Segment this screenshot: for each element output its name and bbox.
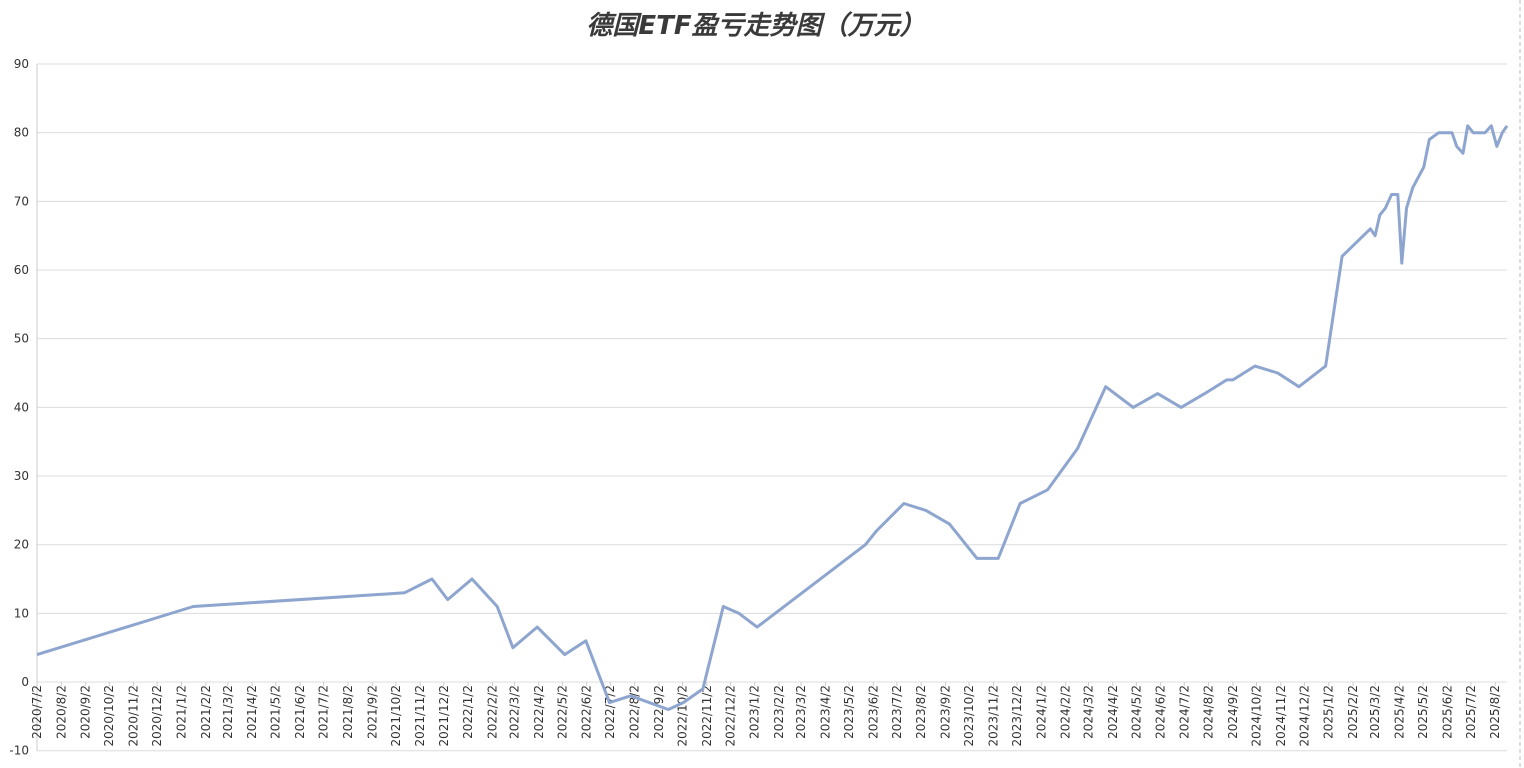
x-tick-label: 2024/1/2 bbox=[1034, 685, 1048, 739]
x-tick-label: 2022/2/2 bbox=[485, 685, 499, 739]
x-tick-label: 2024/11/2 bbox=[1274, 685, 1288, 747]
x-tick-label: 2021/6/2 bbox=[293, 685, 307, 739]
x-tick-label: 2025/3/2 bbox=[1368, 685, 1382, 739]
x-tick-label: 2023/7/2 bbox=[890, 685, 904, 739]
x-tick-label: 2022/8/2 bbox=[628, 685, 642, 739]
y-tick-label: 20 bbox=[14, 538, 29, 552]
x-tick-label: 2023/5/2 bbox=[842, 685, 856, 739]
x-tick-label: 2022/4/2 bbox=[532, 685, 546, 739]
x-tick-label: 2022/3/2 bbox=[507, 685, 521, 739]
x-tick-label: 2024/2/2 bbox=[1059, 685, 1073, 739]
x-tick-label: 2023/4/2 bbox=[818, 685, 832, 739]
x-tick-label: 2024/10/2 bbox=[1250, 685, 1264, 747]
x-tick-label: 2021/2/2 bbox=[199, 685, 213, 739]
y-tick-label: 70 bbox=[14, 194, 29, 208]
chart-title: 德国ETF盈亏走势图（万元） bbox=[586, 11, 925, 41]
x-tick-label: 2021/10/2 bbox=[389, 685, 403, 747]
x-tick-label: 2024/5/2 bbox=[1129, 685, 1143, 739]
x-tick-label: 2022/11/2 bbox=[700, 685, 714, 747]
y-tick-label: 40 bbox=[14, 400, 29, 414]
x-tick-label: 2025/8/2 bbox=[1488, 685, 1502, 739]
x-tick-label: 2025/1/2 bbox=[1322, 685, 1336, 739]
x-tick-label: 2021/5/2 bbox=[269, 685, 283, 739]
x-tick-label: 2021/1/2 bbox=[174, 685, 188, 739]
x-tick-label: 2024/8/2 bbox=[1202, 685, 1216, 739]
y-tick-label: -10 bbox=[9, 744, 29, 758]
x-tick-label: 2023/9/2 bbox=[939, 685, 953, 739]
x-tick-label: 2025/5/2 bbox=[1416, 685, 1430, 739]
x-tick-label: 2020/9/2 bbox=[79, 685, 93, 739]
x-tick-label: 2024/9/2 bbox=[1226, 685, 1240, 739]
y-tick-label: 90 bbox=[14, 57, 29, 71]
y-tick-label: 30 bbox=[14, 469, 29, 483]
x-tick-label: 2024/7/2 bbox=[1177, 685, 1191, 739]
x-tick-label: 2021/3/2 bbox=[221, 685, 235, 739]
x-tick-label: 2024/12/2 bbox=[1297, 685, 1311, 747]
x-tick-label: 2020/11/2 bbox=[127, 685, 141, 747]
x-tick-label: 2022/5/2 bbox=[555, 685, 569, 739]
x-tick-label: 2025/4/2 bbox=[1392, 685, 1406, 739]
y-tick-label: 80 bbox=[14, 126, 29, 140]
x-tick-label: 2023/3/2 bbox=[794, 685, 808, 739]
x-tick-label: 2023/2/2 bbox=[772, 685, 786, 739]
x-tick-label: 2025/2/2 bbox=[1346, 685, 1360, 739]
x-tick-label: 2023/8/2 bbox=[914, 685, 928, 739]
x-tick-label: 2023/10/2 bbox=[962, 685, 976, 747]
y-tick-label: 50 bbox=[14, 332, 29, 346]
y-tick-label: 10 bbox=[14, 606, 29, 620]
x-tick-label: 2024/4/2 bbox=[1106, 685, 1120, 739]
x-tick-label: 2022/10/2 bbox=[675, 685, 689, 747]
x-tick-label: 2024/3/2 bbox=[1081, 685, 1095, 739]
x-tick-label: 2022/12/2 bbox=[723, 685, 737, 747]
x-tick-label: 2022/6/2 bbox=[580, 685, 594, 739]
x-tick-label: 2023/1/2 bbox=[748, 685, 762, 739]
x-tick-label: 2021/8/2 bbox=[341, 685, 355, 739]
x-tick-label: 2021/4/2 bbox=[245, 685, 259, 739]
x-tick-label: 2022/9/2 bbox=[652, 685, 666, 739]
x-tick-label: 2020/10/2 bbox=[102, 685, 116, 747]
line-series bbox=[36, 124, 1509, 711]
x-tick-label: 2023/6/2 bbox=[866, 685, 880, 739]
x-tick-label: 2025/6/2 bbox=[1440, 685, 1454, 739]
x-tick-label: 2021/12/2 bbox=[437, 685, 451, 747]
y-tick-label: 60 bbox=[14, 263, 29, 277]
x-tick-label: 2021/9/2 bbox=[365, 685, 379, 739]
x-tick-label: 2022/1/2 bbox=[461, 685, 475, 739]
x-tick-label: 2021/7/2 bbox=[317, 685, 331, 739]
x-tick-label: 2020/12/2 bbox=[150, 685, 164, 747]
x-tick-label: 2021/11/2 bbox=[413, 685, 427, 747]
x-tick-label: 2020/7/2 bbox=[30, 685, 44, 739]
x-tick-label: 2024/6/2 bbox=[1154, 685, 1168, 739]
x-tick-label: 2020/8/2 bbox=[54, 685, 68, 739]
x-tick-label: 2025/7/2 bbox=[1464, 685, 1478, 739]
x-tick-label: 2023/11/2 bbox=[986, 685, 1000, 747]
y-tick-label: 0 bbox=[21, 675, 29, 689]
x-tick-label: 2023/12/2 bbox=[1010, 685, 1024, 747]
